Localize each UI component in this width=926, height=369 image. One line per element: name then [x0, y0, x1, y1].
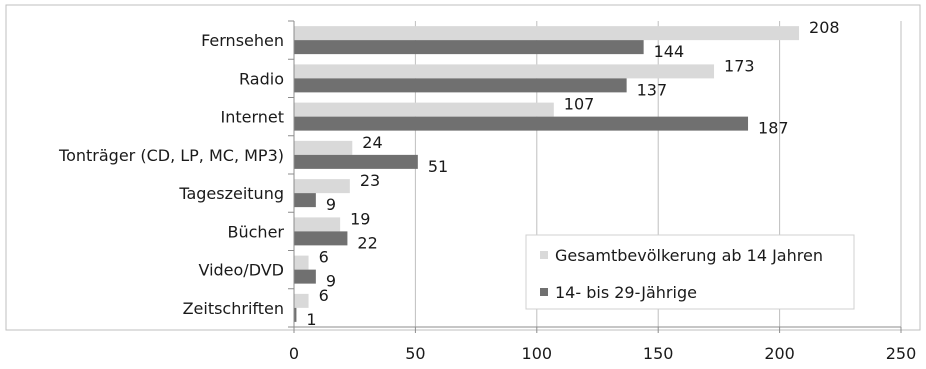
- data-label-14-29-jaehrige: 9: [326, 272, 336, 291]
- bar-14-29-jaehrige: [294, 154, 418, 169]
- x-tick-label-200: 200: [764, 344, 795, 363]
- bar-gesamtbevoelkerung: [294, 217, 341, 232]
- bar-gesamtbevoelkerung: [294, 102, 554, 117]
- data-label-gesamtbevoelkerung: 23: [360, 171, 380, 190]
- category-label: Video/DVD: [198, 261, 284, 280]
- legend-swatch: [540, 251, 548, 259]
- bar-14-29-jaehrige: [294, 40, 644, 55]
- bar-14-29-jaehrige: [294, 193, 316, 208]
- bar-gesamtbevoelkerung: [294, 26, 800, 41]
- bar-14-29-jaehrige: [294, 116, 749, 131]
- data-label-14-29-jaehrige: 1: [306, 310, 316, 329]
- data-label-gesamtbevoelkerung: 24: [362, 133, 382, 152]
- axes: 0 50 100 150 200 250 Fernsehen Radio Internet Ton…: [58, 20, 917, 363]
- x-tick-label-50: 50: [405, 344, 425, 363]
- bar-gesamtbevoelkerung: [294, 293, 309, 308]
- data-label-gesamtbevoelkerung: 19: [350, 209, 370, 228]
- bar-14-29-jaehrige: [294, 231, 348, 246]
- data-label-gesamtbevoelkerung: 208: [809, 18, 840, 37]
- bar-14-29-jaehrige: [294, 307, 297, 322]
- x-tick-label-100: 100: [522, 344, 553, 363]
- legend-label: Gesamtbevölkerung ab 14 Jahren: [555, 246, 823, 265]
- category-label: Internet: [220, 108, 284, 127]
- category-label: Tageszeitung: [178, 184, 284, 203]
- category-label: Tonträger (CD, LP, MC, MP3): [58, 146, 284, 165]
- data-label-14-29-jaehrige: 137: [637, 80, 668, 99]
- category-label: Zeitschriften: [183, 299, 284, 318]
- bar-gesamtbevoelkerung: [294, 140, 353, 155]
- legend-label: 14- bis 29-Jährige: [555, 283, 697, 302]
- bar-14-29-jaehrige: [294, 78, 627, 93]
- data-label-gesamtbevoelkerung: 107: [564, 95, 595, 114]
- data-label-14-29-jaehrige: 187: [758, 119, 789, 138]
- data-label-gesamtbevoelkerung: 173: [724, 56, 755, 75]
- data-label-gesamtbevoelkerung: 6: [319, 248, 329, 267]
- legend-box: [525, 234, 855, 310]
- data-label-14-29-jaehrige: 22: [357, 233, 377, 252]
- bar-gesamtbevoelkerung: [294, 179, 350, 194]
- bar-gesamtbevoelkerung: [294, 255, 309, 270]
- legend-swatch: [540, 288, 548, 296]
- category-label: Bücher: [228, 222, 285, 241]
- data-label-gesamtbevoelkerung: 6: [319, 286, 329, 305]
- category-label: Fernsehen: [201, 31, 284, 50]
- data-label-14-29-jaehrige: 51: [428, 157, 448, 176]
- data-label-14-29-jaehrige: 144: [654, 42, 685, 61]
- x-tick-label-250: 250: [886, 344, 917, 363]
- category-label: Radio: [239, 69, 284, 88]
- bar-gesamtbevoelkerung: [294, 64, 715, 79]
- bars: [294, 26, 800, 322]
- x-tick-label-150: 150: [643, 344, 674, 363]
- bar-14-29-jaehrige: [294, 269, 316, 284]
- legend: Gesamtbevölkerung ab 14 Jahren 14- bis 29…: [525, 234, 855, 310]
- x-tick-label-0: 0: [289, 344, 299, 363]
- data-label-14-29-jaehrige: 9: [326, 195, 336, 214]
